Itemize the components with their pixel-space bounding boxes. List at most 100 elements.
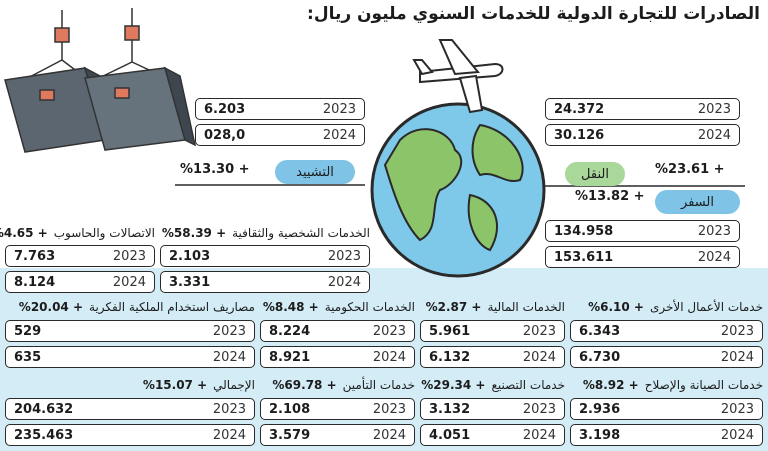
year: 2023 [327,248,361,264]
value: 30.126 [554,127,605,143]
value-box: 6.730 2024 [570,346,763,368]
value: 3.331 [169,274,211,290]
section-label: خدمات التصنيع [491,378,565,392]
change: %15.07 + [142,378,208,392]
year: 2023 [372,401,406,417]
change: %8.92 + [582,378,639,392]
year: 2023 [112,248,146,264]
value: 6.343 [579,323,621,339]
section-label: الاتصالات والحاسوب [53,226,155,240]
year: 2023 [720,323,754,339]
airplane [412,39,504,114]
value-box: 6.203 2023 [195,98,365,120]
value-box: 5.961 2023 [420,320,565,342]
value-box: 529 2023 [5,320,255,342]
value: 235.463 [14,427,74,443]
change: %13.82 + [575,189,645,204]
value-box: 8.921 2024 [260,346,415,368]
section-label: الخدمات الحكومية [324,300,415,314]
section-label: خدمات الصيانة والإصلاح [644,378,763,392]
value: 8.224 [269,323,311,339]
value-box: 24.372 2023 [545,98,740,120]
year: 2023 [212,323,246,339]
value-box: 8.224 2023 [260,320,415,342]
value-box: 4.051 2024 [420,424,565,446]
value: 24.372 [554,101,605,117]
value: 028,0 [204,127,246,143]
year: 2024 [212,427,246,443]
year: 2024 [522,349,556,365]
value: 3.198 [579,427,621,443]
value: 2.108 [269,401,311,417]
section-label: التشييد [275,160,355,184]
value-box: 635 2024 [5,346,255,368]
value-box: 134.958 2023 [545,220,740,242]
change-lines [175,184,745,187]
year: 2024 [322,127,356,143]
change: %23.61 + [655,162,725,177]
section-header: الاتصالات والحاسوب %4.65 + [0,224,155,242]
section-label: السفر [655,190,740,214]
containers [4,8,197,153]
year: 2024 [212,349,246,365]
value-box: 3.331 2024 [160,271,370,293]
section-header: الخدمات المالية %2.87 + [420,298,565,316]
value-box: 6.343 2023 [570,320,763,342]
section-label: الإجمالي [213,378,255,392]
change: %6.10 + [588,300,644,314]
year: 2023 [322,101,356,117]
section-label: خدمات الأعمال الأخرى [650,300,763,314]
value-box: 028,0 2024 [195,124,365,146]
value: 153.611 [554,249,614,265]
value: 6.132 [429,349,471,365]
year: 2023 [522,323,556,339]
value: 635 [14,349,42,365]
change: %13.30 + [180,162,250,177]
change: %2.87 + [425,300,482,314]
value: 529 [14,323,42,339]
year: 2024 [720,349,754,365]
year: 2024 [522,427,556,443]
change: %20.04 + [18,300,84,314]
value: 3.579 [269,427,311,443]
change: %8.48 + [262,300,319,314]
year: 2023 [720,401,754,417]
value-box: 8.124 2024 [5,271,155,293]
year: 2023 [697,223,731,239]
value: 8.124 [14,274,56,290]
value-box: 6.132 2024 [420,346,565,368]
year: 2023 [212,401,246,417]
value-box: 235.463 2024 [5,424,255,446]
value: 7.763 [14,248,56,264]
section-label: النقل [565,162,625,186]
value: 2.103 [169,248,211,264]
section-header: خدمات التأمين %69.78 + [260,376,415,394]
value: 8.921 [269,349,311,365]
change: %29.34 + [421,378,486,392]
section-label: خدمات التأمين [342,378,415,392]
section-label: الخدمات المالية [487,300,565,314]
value-box: 2.103 2023 [160,245,370,267]
value: 204.632 [14,401,74,417]
section-header: الخدمات الشخصية والثقافية %58.39 + [160,224,370,242]
section-header: الخدمات الحكومية %8.48 + [260,298,415,316]
section-header: خدمات الأعمال الأخرى %6.10 + [570,298,763,316]
value-box: 7.763 2023 [5,245,155,267]
value: 134.958 [554,223,614,239]
year: 2024 [697,127,731,143]
section-header: الإجمالي %15.07 + [5,376,255,394]
value: 6.730 [579,349,621,365]
change: %58.39 + [161,226,227,240]
year: 2024 [327,274,361,290]
year: 2024 [697,249,731,265]
title: الصادرات للتجارة الدولية للخدمات السنوي … [307,4,760,24]
section-header: خدمات التصنيع %29.34 + [420,376,565,394]
year: 2024 [372,349,406,365]
value-box: 2.936 2023 [570,398,763,420]
value-box: 30.126 2024 [545,124,740,146]
year: 2023 [372,323,406,339]
year: 2023 [522,401,556,417]
value-box: 3.198 2024 [570,424,763,446]
